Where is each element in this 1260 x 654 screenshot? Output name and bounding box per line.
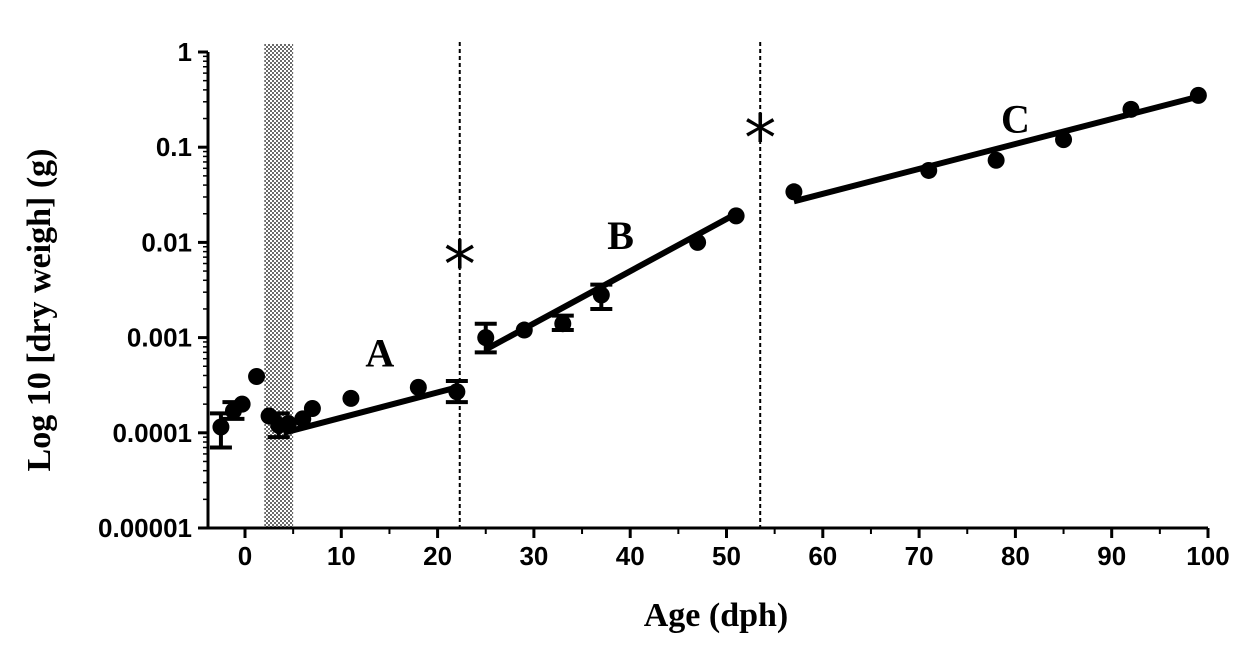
- segment-label-c: C: [1001, 97, 1030, 142]
- x-tick-label: 0: [238, 541, 252, 571]
- data-point: [592, 286, 610, 304]
- x-tick-label: 30: [519, 541, 548, 571]
- segment-label-a: A: [365, 330, 394, 375]
- data-point: [448, 383, 466, 401]
- data-point: [554, 315, 572, 333]
- y-tick-label: 0.00001: [98, 513, 192, 543]
- segment-label-b: B: [607, 213, 634, 258]
- x-tick-label: 20: [423, 541, 452, 571]
- data-point: [477, 329, 495, 347]
- x-tick-label: 50: [712, 541, 741, 571]
- x-tick-label: 100: [1186, 541, 1229, 571]
- x-tick-label: 40: [616, 541, 645, 571]
- x-tick-label: 80: [1001, 541, 1030, 571]
- shaded-region: [264, 44, 294, 528]
- y-tick-label: 0.001: [127, 323, 192, 353]
- data-point: [233, 395, 251, 413]
- data-point: [1189, 86, 1207, 104]
- x-tick-label: 70: [905, 541, 934, 571]
- data-point: [515, 321, 533, 339]
- y-tick-label: 0.01: [141, 227, 192, 257]
- y-tick-label: 0.1: [156, 132, 192, 162]
- divider-star-2: *: [744, 102, 776, 176]
- data-point: [409, 378, 427, 396]
- data-point: [1055, 131, 1073, 149]
- y-tick-label: 0.0001: [112, 418, 192, 448]
- x-tick-label: 90: [1097, 541, 1126, 571]
- data-point: [342, 389, 360, 407]
- data-point: [1122, 100, 1140, 118]
- divider-star-1: *: [444, 229, 476, 303]
- data-point: [279, 415, 297, 433]
- data-point: [689, 233, 707, 251]
- x-tick-label: 10: [327, 541, 356, 571]
- y-axis-title: Log 10 [dry weigh] (g): [21, 149, 58, 472]
- data-point: [920, 161, 938, 179]
- data-point: [727, 207, 745, 225]
- data-point: [212, 418, 230, 436]
- data-point: [785, 183, 803, 201]
- x-axis-title: Age (dph): [644, 597, 789, 634]
- y-tick-label: 1: [178, 37, 192, 67]
- data-point: [987, 151, 1005, 169]
- data-point: [303, 399, 321, 417]
- fit-line-a: [282, 384, 458, 436]
- data-point: [248, 368, 266, 386]
- x-tick-label: 60: [808, 541, 837, 571]
